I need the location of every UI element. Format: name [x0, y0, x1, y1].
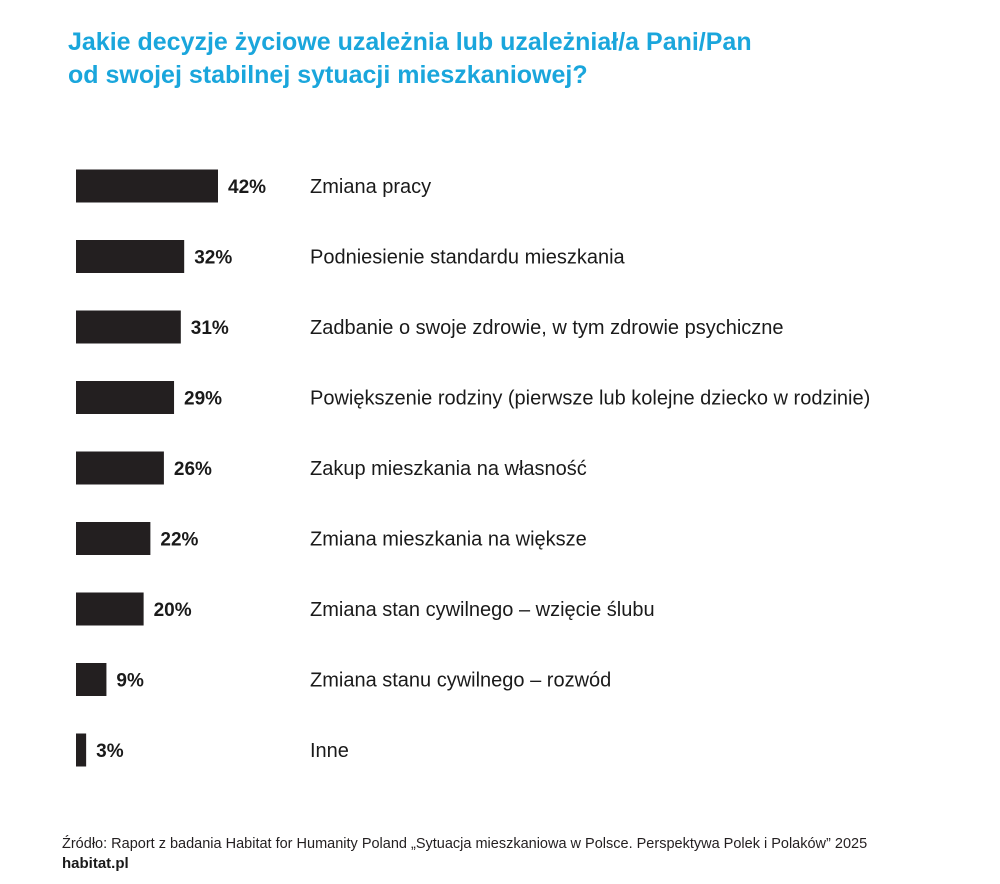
bar — [76, 240, 185, 273]
chart-title-line-1: Jakie decyzje życiowe uzależnia lub uzal… — [68, 28, 752, 56]
bar — [76, 733, 87, 767]
category-label: Zmiana mieszkania na większe — [310, 529, 587, 551]
bar — [76, 522, 151, 555]
category-label: Zmiana pracy — [310, 176, 431, 198]
category-label: Zakup mieszkania na własność — [310, 458, 587, 480]
category-label: Zmiana stanu cywilnego – rozwód — [310, 670, 611, 692]
bar-chart: 42% Zmiana pracy 32% Podniesienie standardu… — [76, 169, 870, 767]
bar — [76, 592, 144, 626]
value-label: 32% — [194, 248, 232, 269]
bar — [76, 451, 164, 485]
category-label: Inne — [310, 740, 349, 762]
value-label: 42% — [228, 177, 266, 198]
category-label: Podniesienie standardu mieszkania — [310, 247, 626, 269]
bar — [76, 310, 181, 344]
category-label: Zmiana stan cywilnego – wzięcie ślubu — [310, 599, 655, 621]
value-label: 20% — [154, 600, 192, 621]
value-label: 22% — [160, 530, 198, 551]
bar — [76, 169, 218, 203]
source-note: Źródło: Raport z badania Habitat for Hum… — [62, 836, 868, 852]
chart-title-line-2: od swojej stabilnej sytuacji mieszkaniow… — [68, 61, 588, 89]
bar — [76, 663, 107, 696]
category-label: Zadbanie o swoje zdrowie, w tym zdrowie … — [310, 317, 784, 339]
category-label: Powiększenie rodziny (pierwsze lub kolej… — [310, 388, 870, 410]
value-label: 9% — [116, 671, 144, 692]
site-name: habitat.pl — [62, 855, 129, 872]
value-label: 29% — [184, 389, 222, 410]
value-label: 3% — [96, 741, 124, 762]
chart-title: Jakie decyzje życiowe uzależnia lub uzal… — [68, 26, 948, 92]
value-label: 26% — [174, 459, 212, 480]
bar — [76, 381, 175, 414]
value-label: 31% — [191, 318, 229, 339]
